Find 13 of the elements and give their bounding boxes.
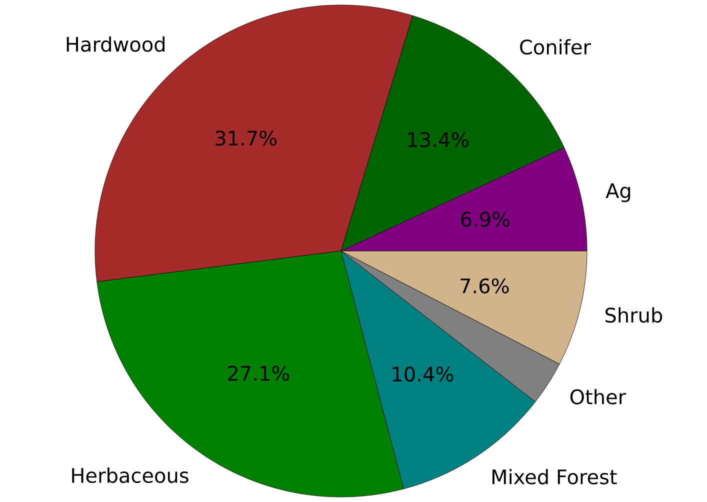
data-label: 10.4%: [392, 366, 454, 382]
slice-label: Shrub: [606, 307, 662, 323]
data-label: 13.4%: [408, 132, 469, 148]
data-label: 6.9%: [461, 212, 510, 227]
slice-label: Hardwood: [66, 36, 165, 52]
data-label: 7.6%: [460, 278, 509, 294]
slice-label: Conifer: [520, 39, 591, 55]
data-label: 31.7%: [216, 130, 277, 146]
slice-label: Other: [570, 388, 626, 404]
slice-label: Herbaceous: [72, 468, 188, 484]
data-label: 27.1%: [228, 366, 290, 381]
slice-label: Mixed Forest: [492, 468, 617, 484]
slice-label: Ag: [606, 183, 630, 202]
